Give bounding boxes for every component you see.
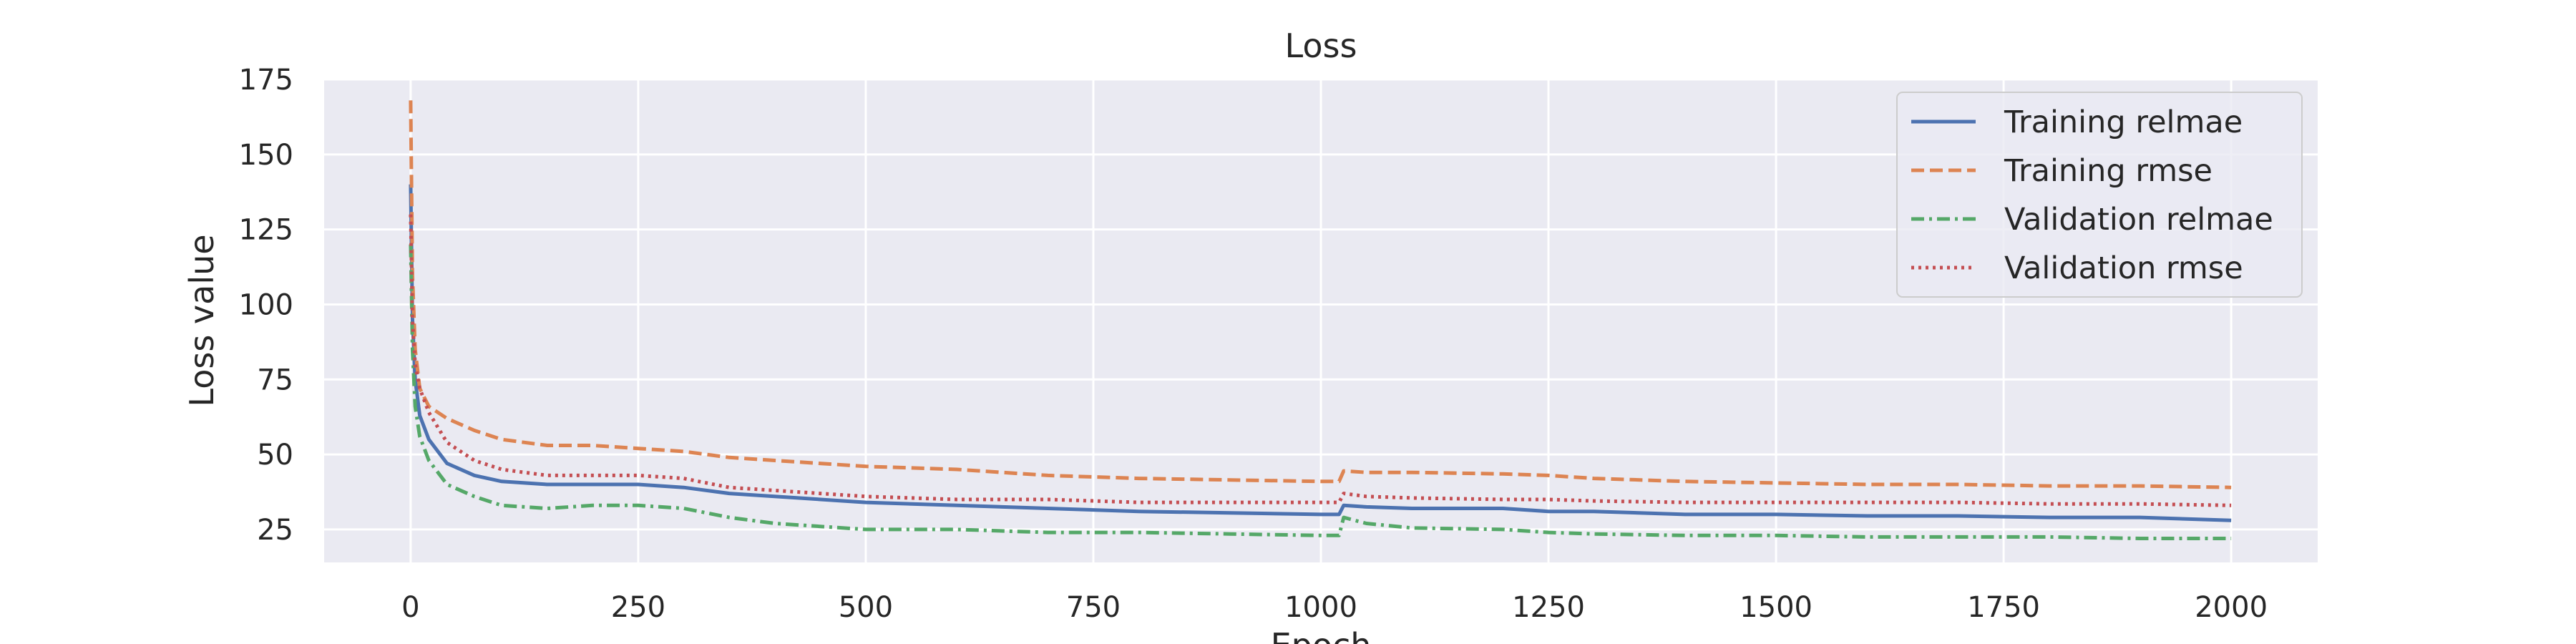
x-tick-label: 1250 (1512, 591, 1585, 624)
x-tick-label: 500 (839, 591, 893, 624)
series-line-1 (409, 184, 2232, 522)
y-tick-labels: 25 50 75 100 125 150 175 (239, 64, 293, 547)
x-tick-label: 0 (401, 591, 419, 624)
series-lines (409, 100, 2232, 540)
legend-label: Training rmse (2004, 153, 2212, 189)
y-tick-label: 175 (239, 64, 293, 97)
x-tick-label: 1000 (1284, 591, 1357, 624)
x-tick-labels: 0 250 500 750 1000 1250 1500 1750 2000 (401, 591, 2268, 624)
x-tick-label: 1750 (1967, 591, 2040, 624)
y-tick-label: 75 (257, 364, 293, 396)
x-tick-label: 250 (611, 591, 665, 624)
legend-label: Training relmae (2004, 104, 2243, 140)
x-tick-label: 2000 (2195, 591, 2268, 624)
legend-box (1896, 92, 2303, 298)
x-tick-label: 750 (1066, 591, 1121, 624)
legend: Training relmae Training rmse Validation r… (1896, 92, 2303, 298)
y-tick-label: 100 (239, 288, 293, 321)
chart-title: Loss (1285, 26, 1357, 65)
series-line-2 (409, 100, 2232, 489)
legend-label: Validation relmae (2004, 202, 2273, 238)
x-tick-label: 1500 (1740, 591, 1813, 624)
legend-label: Validation rmse (2004, 250, 2243, 286)
y-axis-label: Loss value (182, 234, 221, 406)
y-tick-label: 125 (239, 214, 293, 247)
series-line-4 (409, 214, 2232, 507)
y-tick-label: 50 (257, 439, 293, 472)
y-tick-label: 150 (239, 139, 293, 172)
series-line-3 (409, 244, 2232, 540)
x-axis-label: Epoch (1271, 626, 1372, 644)
y-tick-label: 25 (257, 514, 293, 547)
